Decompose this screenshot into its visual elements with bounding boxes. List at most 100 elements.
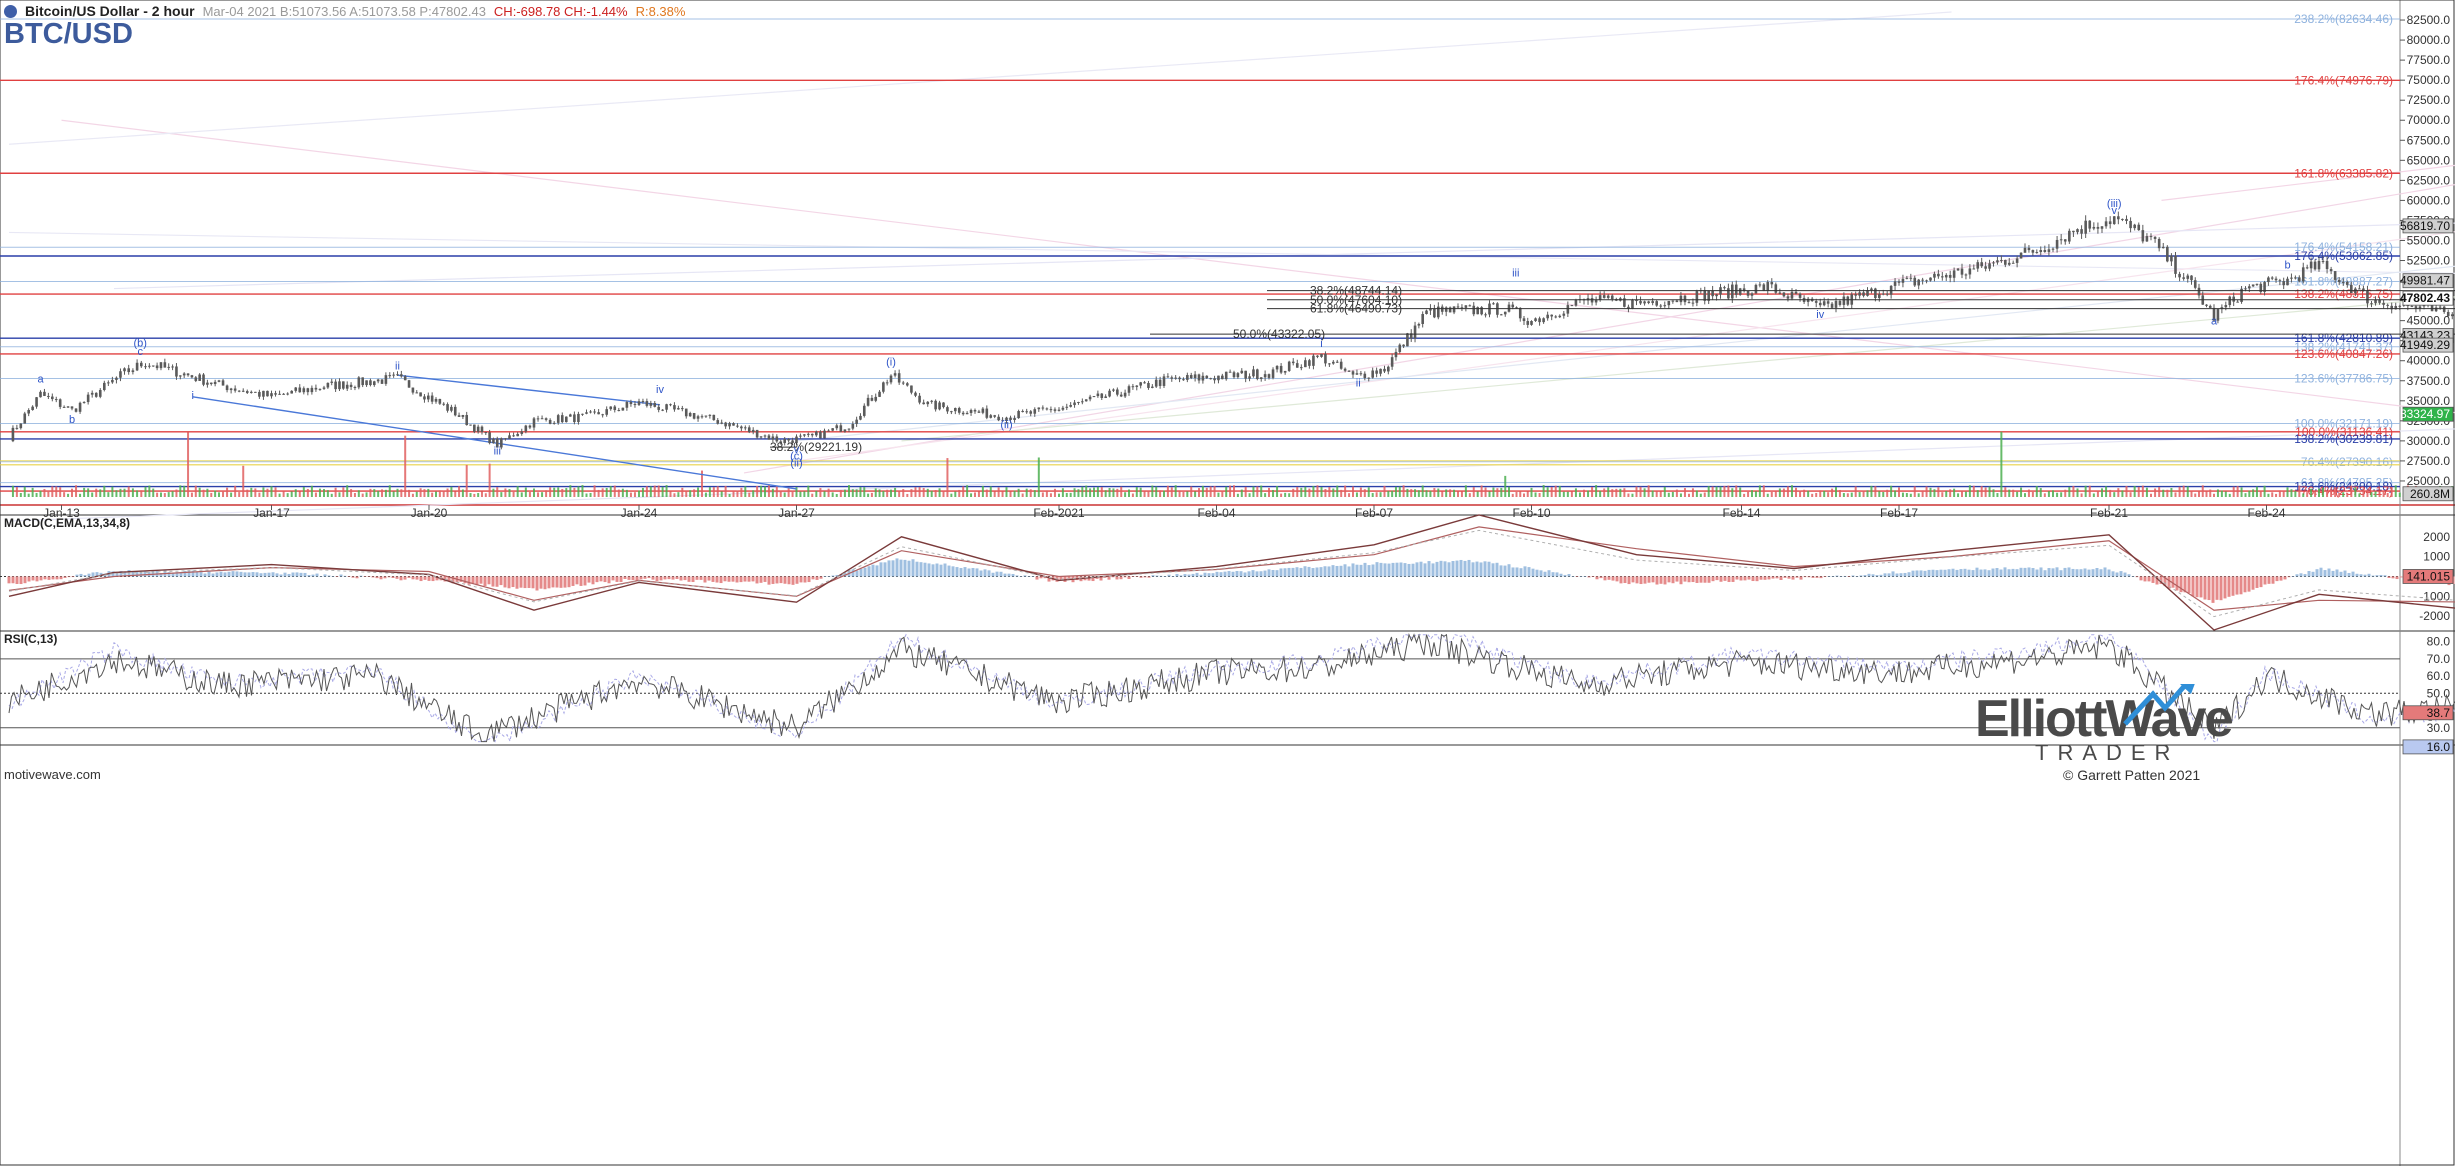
volume-bar: [1554, 485, 1557, 497]
candle-body: [423, 396, 426, 400]
macd-histogram-bar: [1275, 570, 1279, 577]
candle-body: [965, 412, 969, 415]
candle-body: [298, 387, 302, 393]
macd-histogram-bar: [1451, 561, 1455, 577]
volume-bar: [1976, 490, 1979, 497]
volume-bar: [938, 488, 941, 497]
wave-label: i: [1320, 338, 1322, 350]
macd-histogram-bar: [1795, 576, 1799, 578]
macd-histogram-bar: [1847, 576, 1851, 577]
candle-body: [906, 383, 909, 386]
volume-bar: [2282, 491, 2285, 497]
volume-bar: [306, 488, 309, 497]
volume-bar: [942, 490, 945, 497]
volume-bar: [2216, 489, 2219, 497]
volume-bar: [831, 492, 834, 497]
volume-bar: [1328, 487, 1331, 497]
macd-histogram-bar: [719, 576, 723, 584]
macd-histogram-bar: [11, 576, 15, 584]
time-axis[interactable]: Jan-13 Jan-17 Jan-20 Jan-24 Jan-27 Feb-2021 Fe…: [43, 505, 2286, 520]
macd-histogram-bar: [587, 576, 591, 583]
macd-histogram-bar: [35, 576, 39, 582]
macd-histogram-bar: [2003, 567, 2007, 577]
macd-histogram-bar: [1803, 576, 1807, 578]
candle-body: [2129, 220, 2132, 229]
macd-histogram-bar: [1427, 561, 1431, 577]
candle-body: [1123, 392, 1127, 397]
macd-histogram-bar: [1851, 575, 1855, 577]
macd-histogram-bar: [15, 576, 19, 584]
time-tick-label: Feb-07: [1355, 506, 1393, 520]
time-tick-label: Feb-2021: [1033, 506, 1085, 520]
wave-label: (ii): [1000, 419, 1012, 431]
candle-body: [369, 380, 372, 386]
volume-bar: [2158, 487, 2161, 497]
wave-label: a: [2211, 316, 2218, 328]
volume-bar: [242, 465, 245, 497]
volume-bar: [2271, 492, 2274, 497]
macd-histogram-bar: [1067, 576, 1071, 580]
macd-histogram-bar: [915, 561, 919, 577]
volume-bar: [1901, 492, 1904, 497]
macd-histogram-bar: [1391, 562, 1395, 577]
macd-histogram-bar: [2063, 567, 2067, 577]
volume-bar: [384, 489, 387, 497]
candle-body: [1359, 373, 1363, 375]
macd-histogram-bar: [2343, 570, 2347, 577]
macd-histogram-bar: [1827, 576, 1831, 577]
volume-bar: [890, 489, 892, 497]
macd-histogram-bar: [2211, 576, 2215, 603]
macd-histogram-bar: [1347, 566, 1351, 577]
volume-bar: [1530, 487, 1533, 497]
volume-bar: [653, 485, 656, 497]
change-readout: CH:-698.78 CH:-1.44%: [493, 3, 628, 19]
volume-bar: [2302, 493, 2305, 497]
candle-body: [1263, 374, 1267, 378]
volume-bar: [2205, 491, 2208, 497]
candle-body: [1492, 303, 1495, 305]
macd-histogram-bar: [1507, 564, 1511, 577]
candle-body: [144, 366, 147, 368]
volume-bar: [1603, 488, 1606, 497]
macd-histogram-bar: [803, 576, 807, 583]
candle-body: [1594, 299, 1598, 303]
macd-histogram-bar: [1327, 566, 1331, 577]
macd-histogram-bar: [1983, 569, 1987, 577]
macd-histogram-bar: [1339, 565, 1343, 577]
macd-histogram-bar: [1047, 576, 1051, 582]
candle-body: [2174, 255, 2177, 274]
candle-body: [167, 366, 171, 368]
volume-bar: [848, 485, 850, 497]
macd-histogram-bar: [1887, 573, 1891, 577]
candle-body: [1131, 386, 1135, 388]
volume-bar: [1081, 486, 1084, 497]
macd-histogram-bar: [2367, 573, 2371, 577]
volume-bar: [1770, 492, 1773, 497]
macd-histogram-bar: [1543, 571, 1547, 577]
macd-histogram-bar: [1883, 573, 1887, 577]
candle-body: [314, 387, 318, 390]
volume-bar: [1225, 486, 1228, 497]
price-tick-label: 25000.0: [2407, 474, 2451, 488]
candle-body: [855, 419, 858, 424]
macd-histogram-bar: [1371, 564, 1375, 577]
macd-histogram-bar: [1099, 576, 1103, 581]
candle-body: [1562, 313, 1566, 316]
candle-body: [123, 368, 126, 372]
volume-bar: [2088, 485, 2091, 497]
price-axis[interactable]: 82500.080000.077500.075000.072500.070000…: [2400, 13, 2454, 502]
candle-body: [1371, 370, 1374, 378]
candle-body: [342, 381, 345, 389]
macd-histogram-bar: [567, 576, 571, 588]
volume-bar: [1441, 491, 1444, 497]
macd-histogram-bar: [1175, 573, 1179, 577]
candle-body: [1088, 396, 1092, 400]
candle-body: [1734, 284, 1738, 295]
volume-bar: [1429, 490, 1432, 497]
price-tick-label: 82500.0: [2407, 13, 2451, 27]
volume-bar: [1124, 492, 1127, 497]
wave-label: iv: [656, 384, 664, 396]
candle-body: [2270, 277, 2274, 279]
macd-histogram-bar: [1683, 576, 1687, 582]
candle-body: [2084, 220, 2087, 234]
